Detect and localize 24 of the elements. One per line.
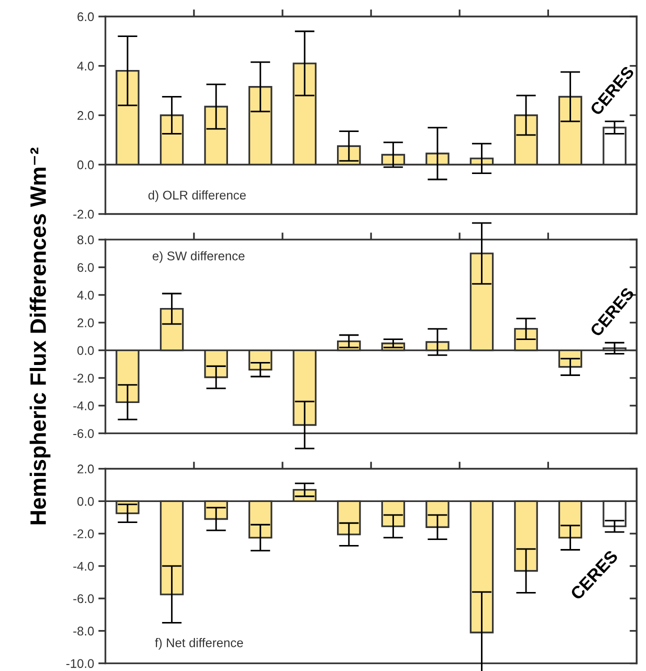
annotation: d) OLR difference: [148, 190, 246, 202]
y-tick-label: 8.0: [77, 235, 94, 244]
y-tick-label: -4.0: [73, 401, 94, 410]
y-tick-label: 2.0: [78, 318, 94, 328]
y-tick-label: -6.0: [73, 429, 94, 438]
y-tick-label: 4.0: [77, 62, 94, 71]
annotation: e) SW difference: [152, 251, 244, 263]
y-tick-label: 0.0: [77, 346, 94, 355]
y-tick-label: -4.0: [73, 562, 94, 571]
y-tick-label: -2.0: [73, 374, 94, 383]
y-tick-label: -10.0: [66, 659, 94, 668]
annotation: f) Net difference: [154, 638, 243, 650]
y-tick-label: 2.0: [78, 464, 94, 474]
y-tick-label: -2.0: [73, 210, 94, 219]
y-tick-label: 0.0: [77, 496, 94, 506]
y-tick-label: 4.0: [77, 290, 94, 300]
y-axis-title: Hemispheric Flux Differences Wm⁻²: [30, 148, 50, 524]
y-tick-label: 6.0: [78, 12, 94, 22]
y-tick-label: -8.0: [73, 626, 94, 636]
y-tick-label: -2.0: [73, 529, 94, 538]
y-tick-label: 6.0: [78, 263, 94, 272]
y-tick-label: 0.0: [77, 160, 94, 170]
y-tick-label: 2.0: [78, 111, 94, 120]
y-tick-label: -6.0: [73, 594, 94, 604]
